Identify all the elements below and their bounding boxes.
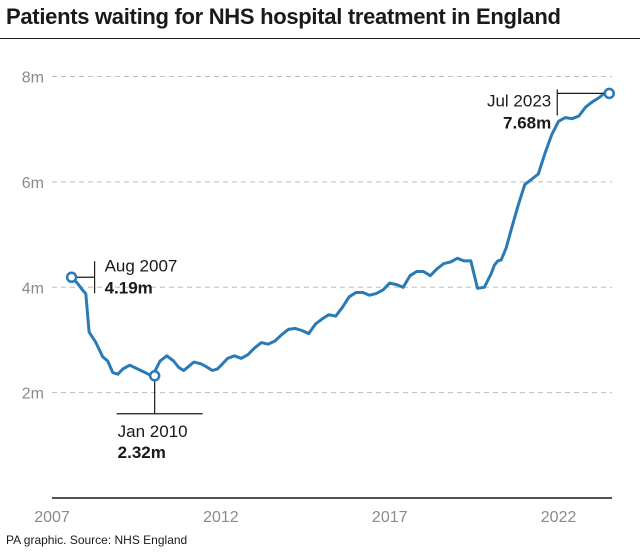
annotation-date: Aug 2007 [105,256,178,275]
annotation-jan-2010: Jan 2010 2.32m [116,370,203,462]
annotation-date: Jan 2010 [118,422,188,441]
y-tick-label: 6m [22,175,44,192]
source-note: PA graphic. Source: NHS England [6,533,188,547]
annotation-date: Jul 2023 [487,91,551,110]
page-title: Patients waiting for NHS hospital treatm… [6,4,561,29]
y-tick-label: 8m [22,70,44,87]
annotation-value: 2.32m [118,443,166,462]
annotation-value: 4.19m [105,278,153,297]
series-group [70,91,611,378]
annotation-marker [603,87,615,100]
y-tick-label: 2m [22,386,44,403]
x-tick-label: 2007 [34,509,70,526]
annotation-aug-2007: Aug 2007 4.19m [65,256,178,297]
x-tick-label: 2017 [372,509,408,526]
x-tick-label: 2022 [541,509,577,526]
x-tick-labels: 2007 2012 2017 2022 [34,509,576,526]
annotation-value: 7.68m [503,113,551,132]
series-line [70,91,611,378]
annotation-marker [148,370,161,382]
y-tick-labels: 2m 4m 6m 8m [22,70,44,403]
grid-lines [52,76,612,394]
y-tick-label: 4m [22,280,44,297]
title-divider [0,38,640,39]
line-chart: 2m 4m 6m 8m 2007 2012 2017 2022 Aug 2007 4.19m J… [22,70,615,526]
annotation-jul-2023: Jul 2023 7.68m [487,87,615,132]
annotations: Aug 2007 4.19m Jan 2010 2.32m Jul 2023 7.68m [65,87,615,462]
annotation-marker [65,271,78,284]
x-tick-label: 2012 [203,509,239,526]
